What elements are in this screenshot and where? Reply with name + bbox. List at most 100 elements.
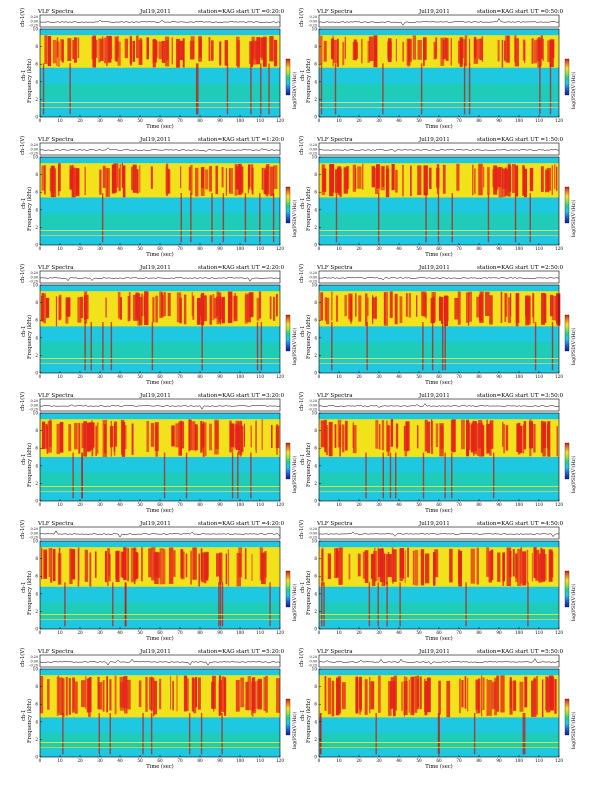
trace-ylabel: ch-1(V) xyxy=(298,648,305,667)
emission-streak xyxy=(378,424,381,450)
xtick-label: 80 xyxy=(476,374,482,379)
trace-waveform xyxy=(318,18,560,26)
emission-streak xyxy=(335,548,339,578)
panel-station: station=KAG xyxy=(477,521,514,527)
emission-streak xyxy=(482,677,485,710)
ytick-label: 0 xyxy=(314,499,317,504)
xlabel: Time (sec) xyxy=(425,763,452,770)
emission-streak xyxy=(209,423,212,451)
panel-date: Jul19,2011 xyxy=(139,137,171,143)
emission-streak xyxy=(176,675,178,712)
ytick-label: 0 xyxy=(314,371,317,376)
emission-streak xyxy=(531,553,533,582)
trace-waveform xyxy=(39,277,281,282)
emission-streak xyxy=(395,169,398,193)
emission-streak xyxy=(139,165,141,193)
colorbar xyxy=(285,186,291,224)
emission-streak xyxy=(252,681,257,714)
emission-streak xyxy=(374,37,377,62)
emission-streak xyxy=(231,423,234,453)
emission-streak xyxy=(339,424,341,457)
sferic-spike xyxy=(197,63,199,115)
xtick-label: 110 xyxy=(535,758,543,763)
xtick-label: 90 xyxy=(496,118,502,123)
emission-streak xyxy=(194,676,198,708)
emission-streak xyxy=(548,675,553,708)
emission-streak xyxy=(234,293,236,318)
emission-streak xyxy=(204,422,207,457)
station-line-lower xyxy=(319,491,559,493)
trace-ylabel: ch-1(V) xyxy=(19,520,26,539)
panel-date: Jul19,2011 xyxy=(418,265,450,271)
emission-streak xyxy=(261,167,264,190)
emission-streak xyxy=(541,679,544,718)
emission-streak xyxy=(191,421,196,451)
trace-waveform xyxy=(39,404,281,410)
xtick-label: 100 xyxy=(515,630,523,635)
emission-streak xyxy=(514,35,517,63)
emission-streak xyxy=(58,41,60,67)
channel-ylabel: ch-1 xyxy=(21,454,27,465)
emission-streak xyxy=(127,547,130,582)
emission-streak xyxy=(502,553,504,586)
emission-streak xyxy=(542,38,544,61)
panel-5: VLF Spectra Jul19,2011 station=KAG start UT… xyxy=(19,264,298,386)
emission-streak xyxy=(473,39,479,64)
emission-streak xyxy=(424,681,428,716)
emission-streak xyxy=(81,680,86,708)
emission-streak xyxy=(139,38,142,65)
trace-frame xyxy=(39,398,281,412)
xtick-label: 40 xyxy=(117,374,123,379)
emission-streak xyxy=(258,291,262,319)
spectrogram-ylabel: Frequency (kHz) xyxy=(305,571,312,615)
emission-streak xyxy=(487,167,490,195)
xtick-label: 20 xyxy=(356,758,362,763)
ytick-label: 2 xyxy=(35,97,38,102)
trace-ytick-label: 0.20 xyxy=(309,655,317,659)
trace-frame xyxy=(39,14,281,28)
emission-streak xyxy=(56,423,60,455)
emission-streak xyxy=(251,681,253,716)
colorbar xyxy=(564,698,570,736)
emission-streak xyxy=(269,166,275,197)
trace-ytick-label: 0.00 xyxy=(30,19,38,23)
emission-streak xyxy=(152,297,155,323)
emission-streak xyxy=(121,552,127,578)
sferic-spike xyxy=(365,452,367,499)
emission-streak xyxy=(117,551,120,580)
emission-streak xyxy=(403,681,408,716)
emission-streak xyxy=(84,166,86,196)
xlabel: Time (sec) xyxy=(146,379,173,386)
emission-streak xyxy=(45,424,48,449)
emission-streak xyxy=(57,553,62,585)
trace-ytick-label: 0.00 xyxy=(309,19,317,23)
emission-streak xyxy=(92,422,95,448)
sferic-spike xyxy=(524,713,526,755)
colorbar xyxy=(564,186,570,224)
emission-streak xyxy=(476,296,480,318)
emission-streak xyxy=(348,293,353,320)
emission-streak xyxy=(72,677,75,713)
xtick-label: 60 xyxy=(157,374,163,379)
sferic-spike xyxy=(487,193,490,243)
channel-ylabel: ch-1 xyxy=(300,454,306,465)
emission-streak xyxy=(130,547,135,583)
sferic-spike xyxy=(259,193,261,243)
panel-station: station=KAG xyxy=(477,137,514,143)
emission-streak xyxy=(364,550,369,583)
panel-start-time: start UT =5:20:0 xyxy=(236,649,285,655)
panel-start-time: start UT =4:50:0 xyxy=(515,521,564,527)
emission-streak xyxy=(556,292,558,321)
xtick-label: 100 xyxy=(515,246,523,251)
panel-station: station=KAG xyxy=(198,9,235,15)
emission-streak xyxy=(202,421,205,457)
sferic-spike xyxy=(112,582,114,627)
emission-streak xyxy=(361,38,363,64)
emission-streak xyxy=(414,549,419,586)
panel-station: station=KAG xyxy=(198,649,235,655)
trace-frame xyxy=(39,142,281,156)
emission-streak xyxy=(449,548,453,583)
emission-streak xyxy=(505,425,509,451)
trace-frame xyxy=(318,526,560,540)
emission-streak xyxy=(327,677,332,715)
